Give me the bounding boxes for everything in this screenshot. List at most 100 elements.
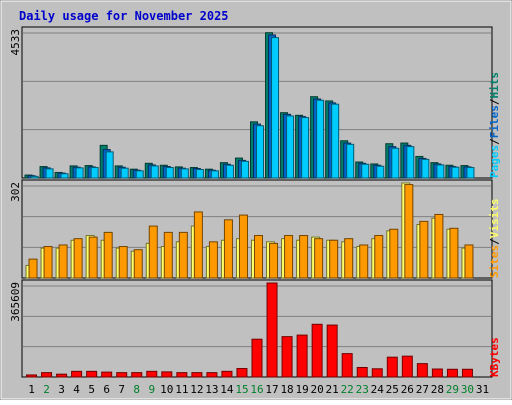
x-axis-labels: 1 2 3 4 5 6 7 8 9 10 11 12 13 14 15 16 17 18 19 20 21 22 23 24 2… <box>28 383 489 396</box>
visits-legend-entry: Visits <box>488 199 501 239</box>
kbytes-bar-kbytes <box>416 363 428 378</box>
hits-bar-pages <box>120 167 129 179</box>
hits-legend-entry: Pages <box>488 145 501 178</box>
hits-bar-pages <box>406 146 415 179</box>
kbytes-bar-kbytes <box>206 372 218 378</box>
x-tick-label: 10 <box>160 383 173 396</box>
x-tick-label: 9 <box>148 383 155 396</box>
visits-bar-sites <box>449 227 459 279</box>
hits-bar-pages <box>376 165 385 179</box>
kbytes-bar-kbytes <box>266 282 278 378</box>
x-tick-label: 21 <box>326 383 339 396</box>
visits-bar-sites <box>148 225 158 279</box>
kbytes-bar-kbytes <box>191 372 203 378</box>
x-tick-label: 29 <box>446 383 459 396</box>
kbytes-bar-kbytes <box>356 366 368 378</box>
x-tick-label: 23 <box>356 383 369 396</box>
kbytes-bar-kbytes <box>146 370 158 378</box>
x-tick-label: 26 <box>401 383 414 396</box>
hits-bar-pages <box>316 99 325 179</box>
hits-bar-pages <box>301 117 310 179</box>
visits-bar-sites <box>88 236 98 279</box>
hits-bar-pages <box>331 103 340 179</box>
visits-bar-sites <box>28 258 38 279</box>
x-tick-label: 22 <box>341 383 354 396</box>
hits-legend-entry: / <box>488 138 501 145</box>
visits-max-label: 302 <box>9 182 22 202</box>
visits-bar-sites <box>223 219 233 279</box>
x-tick-label: 4 <box>73 383 80 396</box>
x-tick-label: 13 <box>205 383 218 396</box>
x-tick-label: 28 <box>431 383 444 396</box>
chart-title: Daily usage for November 2025 <box>19 9 229 23</box>
visits-bar-sites <box>238 214 248 279</box>
visits-bar-sites <box>43 246 53 279</box>
kbytes-bar-kbytes <box>131 372 143 378</box>
x-tick-label: 14 <box>220 383 234 396</box>
visits-bar-sites <box>359 244 369 279</box>
x-tick-label: 17 <box>265 383 278 396</box>
kbytes-bar-kbytes <box>401 355 413 378</box>
x-tick-label: 6 <box>103 383 110 396</box>
kbytes-bar-kbytes <box>56 373 68 378</box>
kbytes-legend-entry: KBytes <box>488 337 501 377</box>
kbytes-bar-kbytes <box>461 368 473 378</box>
x-tick-label: 2 <box>43 383 50 396</box>
kbytes-bar-kbytes <box>431 368 443 378</box>
visits-bar-sites <box>133 249 143 279</box>
hits-bar-pages <box>346 143 355 179</box>
x-tick-label: 25 <box>386 383 399 396</box>
x-tick-label: 16 <box>250 383 263 396</box>
visits-bar-sites <box>464 244 474 279</box>
visits-bar-sites <box>389 228 399 279</box>
hits-bar-pages <box>271 37 280 179</box>
visits-bar-sites <box>269 242 279 279</box>
panel-visits: 302 Sites/Visits <box>9 179 501 279</box>
x-tick-label: 27 <box>416 383 429 396</box>
visits-bar-sites <box>434 213 444 279</box>
visits-bar-sites <box>254 235 263 279</box>
hits-bar-pages <box>361 163 370 179</box>
kbytes-bar-kbytes <box>176 372 188 378</box>
visits-bar-sites <box>73 238 83 279</box>
x-tick-label: 18 <box>280 383 293 396</box>
kbytes-bar-kbytes <box>386 356 398 378</box>
kbytes-max-label: 365609 <box>9 282 22 322</box>
hits-bar-pages <box>30 175 39 179</box>
x-tick-label: 7 <box>118 383 125 396</box>
kbytes-bar-kbytes <box>161 371 173 378</box>
kbytes-bar-kbytes <box>101 371 113 378</box>
visits-legend-entry: / <box>488 238 501 245</box>
visits-bar-sites <box>314 238 324 279</box>
hits-bar-pages <box>225 164 234 179</box>
chart-panels: 4533Pages/Files/Hits302Sites/Visits36560… <box>9 26 501 378</box>
hits-bar-pages <box>105 151 114 179</box>
hits-bar-pages <box>75 167 84 179</box>
visits-bar-sites <box>178 231 188 279</box>
hits-max-label: 4533 <box>9 29 22 56</box>
hits-bar-pages <box>45 168 54 179</box>
visits-bar-sites <box>299 235 309 279</box>
hits-legend-entry: Files <box>488 105 501 138</box>
visits-bar-sites <box>344 238 354 279</box>
visits-bar-sites <box>103 231 113 279</box>
x-tick-label: 8 <box>133 383 140 396</box>
kbytes-bar-kbytes <box>281 336 293 378</box>
hits-bar-pages <box>165 167 174 179</box>
visits-bar-sites <box>404 184 414 279</box>
visits-bar-sites <box>284 235 294 279</box>
x-tick-label: 30 <box>461 383 474 396</box>
kbytes-legend: KBytes <box>488 337 501 377</box>
hits-bar-pages <box>256 125 264 179</box>
kbytes-bar-kbytes <box>371 368 383 378</box>
kbytes-bar-kbytes <box>311 323 323 378</box>
x-tick-label: 31 <box>476 383 489 396</box>
hits-bar-pages <box>135 170 144 179</box>
hits-bar-pages <box>466 167 475 179</box>
visits-bar-sites <box>374 235 384 279</box>
kbytes-bar-kbytes <box>446 368 458 378</box>
